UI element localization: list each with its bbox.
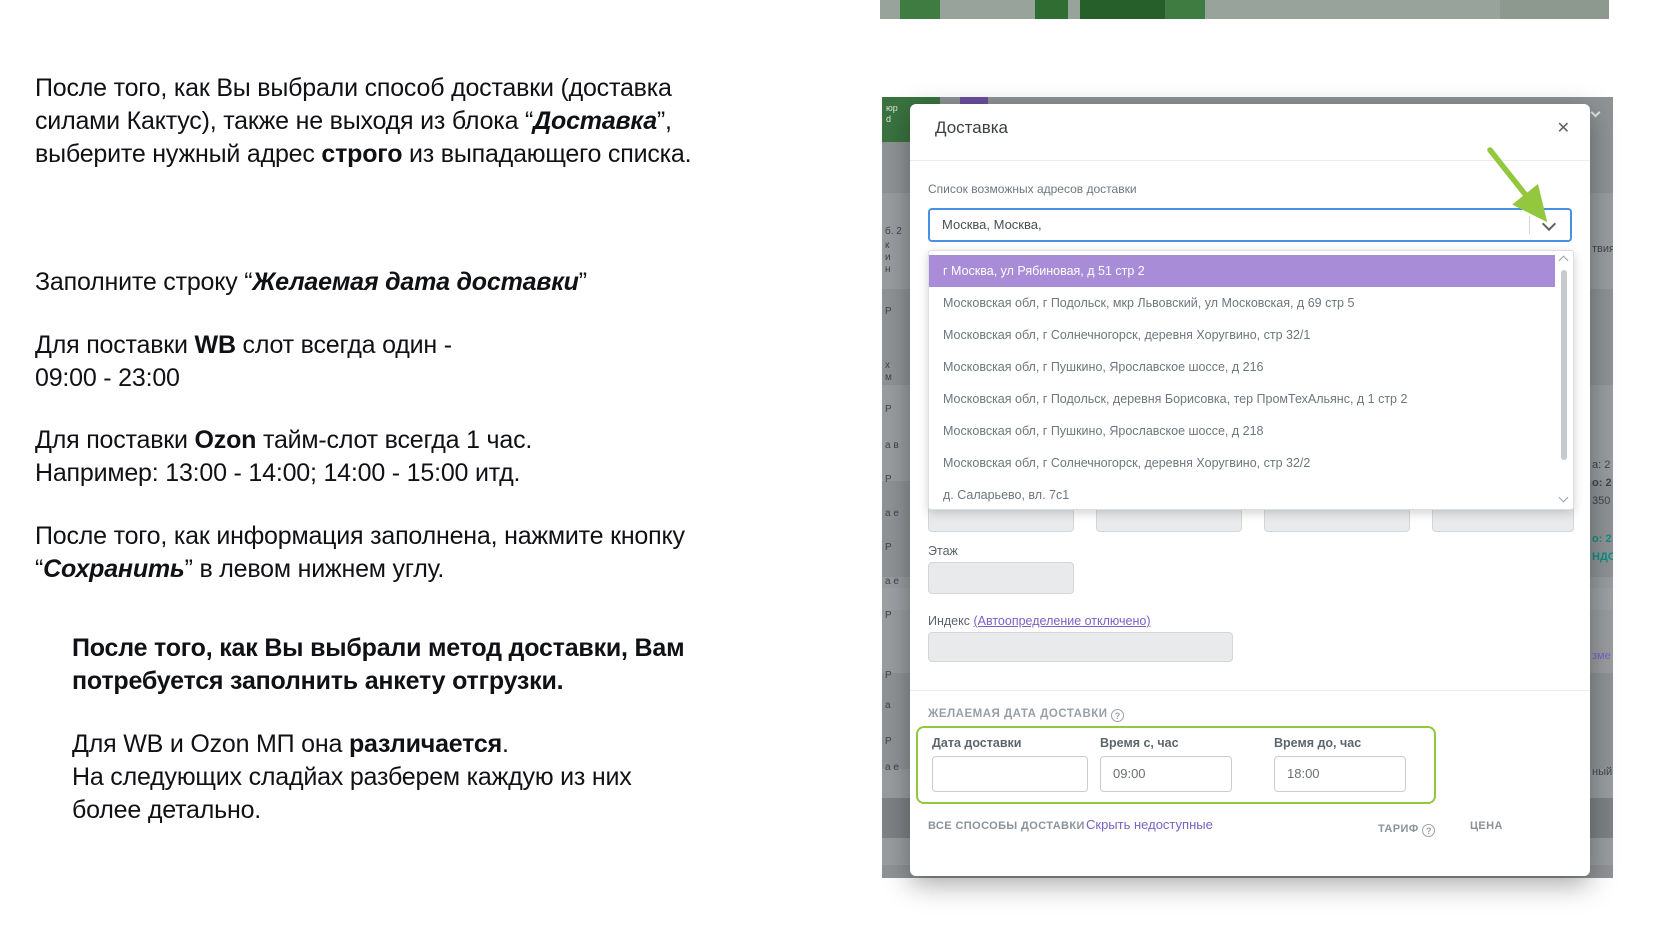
paragraph-method-chosen: После того, как Вы выбрали метод доставк… bbox=[72, 634, 685, 695]
autodetect-disabled-link[interactable]: (Автоопределение отключено) bbox=[973, 614, 1151, 628]
delivery-modal: Доставка ✕ Список возможных адресов дост… bbox=[910, 104, 1590, 876]
desired-date-section-label: ЖЕЛАЕМАЯ ДАТА ДОСТАВКИ ? bbox=[928, 708, 1125, 722]
dropdown-option[interactable]: Московская обл, г Подольск, мкр Львовски… bbox=[943, 296, 1355, 310]
address-select[interactable]: Москва, Москва, bbox=[928, 208, 1572, 242]
time-from-label: Время с, час bbox=[1100, 736, 1179, 750]
paragraph-wb-slot: Для поставки WB слот всегда один -09:00 … bbox=[35, 331, 452, 392]
time-to-input[interactable]: 18:00 bbox=[1274, 756, 1406, 792]
close-icon[interactable]: ✕ bbox=[1556, 120, 1570, 137]
dropdown-option[interactable]: Московская обл, г Пушкино, Ярославское ш… bbox=[943, 424, 1264, 438]
paragraph-save: После того, как информация заполнена, на… bbox=[35, 522, 685, 583]
page-button-fragment bbox=[960, 97, 988, 106]
dropdown-option-selected[interactable]: г Москва, ул Рябиновая, д 51 стр 2 bbox=[929, 255, 1555, 287]
modal-title: Доставка bbox=[935, 118, 1009, 137]
time-to-label: Время до, час bbox=[1274, 736, 1362, 750]
dropdown-option[interactable]: д. Саларьево, вл. 7с1 bbox=[943, 488, 1070, 502]
left-edge-fragments: б. 2 к и н Р х м Р а в Р а е Р а е Р Р а… bbox=[885, 226, 902, 773]
floor-input[interactable] bbox=[928, 562, 1074, 594]
top-bar-segment bbox=[1500, 0, 1609, 19]
index-label: Индекс (Автоопределение отключено) bbox=[928, 614, 1151, 628]
paragraph-differs: Для WB и Ozon МП она различается. На след… bbox=[72, 730, 632, 824]
right-edge-fragments: твия а: 2 о: 2 350 о: 2 НДС зме ный bbox=[1590, 97, 1613, 878]
date-label: Дата доставки bbox=[932, 736, 1022, 750]
address-list-label: Список возможных адресов доставки bbox=[928, 182, 1137, 196]
paragraph-fill-date: Заполните строку “Желаемая дата доставки… bbox=[35, 268, 587, 296]
app-screenshot: юр d б. 2 к и н Р х м Р а в Р а е Р а е Р… bbox=[882, 97, 1613, 878]
chevron-down-icon bbox=[1590, 107, 1601, 118]
all-delivery-methods-label: ВСЕ СПОСОБЫ ДОСТАВКИ bbox=[928, 820, 1085, 832]
hide-unavailable-link[interactable]: Скрыть недоступные bbox=[1086, 817, 1213, 832]
scroll-down-icon[interactable] bbox=[1558, 492, 1569, 503]
info-icon[interactable]: ? bbox=[1422, 824, 1436, 837]
paragraph-ozon-slot: Для поставки Ozon тайм-слот всегда 1 час… bbox=[35, 426, 533, 487]
modal-header-divider bbox=[910, 160, 1590, 161]
index-input[interactable] bbox=[928, 632, 1233, 662]
info-icon[interactable]: ? bbox=[1111, 709, 1125, 722]
page-top-bar bbox=[880, 0, 1609, 19]
dropdown-option[interactable]: Московская обл, г Солнечногорск, деревня… bbox=[943, 456, 1311, 470]
paragraph-intro: После того, как Вы выбрали способ достав… bbox=[35, 74, 692, 168]
dropdown-scrollbar[interactable] bbox=[1558, 254, 1570, 504]
floor-label: Этаж bbox=[928, 544, 958, 558]
address-select-value: Москва, Москва, bbox=[942, 217, 1042, 232]
time-from-input[interactable]: 09:00 bbox=[1100, 756, 1232, 792]
address-dropdown-list: г Москва, ул Рябиновая, д 51 стр 2 Моско… bbox=[928, 250, 1574, 510]
date-input[interactable] bbox=[932, 756, 1088, 792]
dropdown-option[interactable]: Московская обл, г Подольск, деревня Бори… bbox=[943, 392, 1408, 406]
top-bar-segment bbox=[1080, 0, 1165, 19]
desired-date-group: Дата доставки Время с, час 09:00 Время д… bbox=[916, 726, 1436, 804]
top-bar-segment bbox=[900, 0, 940, 19]
tariff-header: ТАРИФ ? bbox=[1378, 820, 1436, 837]
price-header: ЦЕНА bbox=[1470, 820, 1503, 832]
scrollbar-thumb[interactable] bbox=[1561, 270, 1567, 460]
chevron-down-icon[interactable] bbox=[1541, 216, 1557, 232]
modal-section-divider bbox=[910, 690, 1590, 691]
scroll-up-icon[interactable] bbox=[1558, 255, 1569, 266]
top-bar-segment bbox=[1165, 0, 1205, 19]
dropdown-option[interactable]: Московская обл, г Пушкино, Ярославское ш… bbox=[943, 360, 1264, 374]
select-separator bbox=[1529, 216, 1530, 234]
top-bar-segment bbox=[1035, 0, 1068, 19]
dropdown-option[interactable]: Московская обл, г Солнечногорск, деревня… bbox=[943, 328, 1311, 342]
